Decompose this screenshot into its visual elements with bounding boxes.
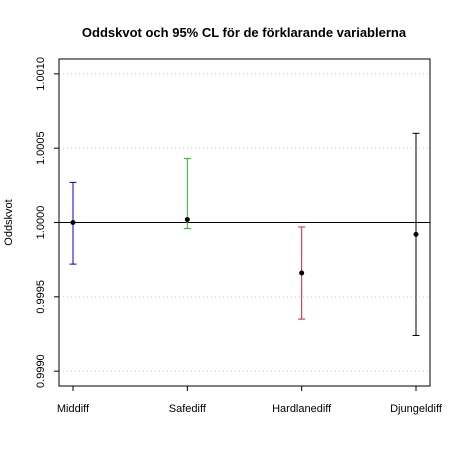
x-axis: Middiff Safediff Hardlanediff Djungeldiff [57,386,443,415]
x-tick-label: Djungeldiff [390,403,443,415]
estimate-point-safediff [184,217,190,223]
y-tick-label: 1.0010 [35,57,47,91]
error-bar-safediff [183,158,191,229]
estimate-point-hardlanediff [299,270,305,276]
y-tick-label: 1.0005 [35,131,47,165]
x-tick-label: Safediff [169,403,207,415]
estimate-point-djungeldiff [413,231,419,237]
estimate-points [70,217,419,276]
y-tick-label: 1.0000 [35,206,47,240]
y-tick-label: 0.9995 [35,280,47,314]
y-axis: 0.9990 0.9995 1.0000 1.0005 1.0010 [35,57,59,388]
chart-title: Oddskvot och 95% CL för de förklarande v… [82,25,407,40]
x-tick-label: Hardlanediff [272,403,332,415]
error-bars [69,132,420,336]
y-axis-label: Oddskvot [3,199,15,245]
x-tick-label: Middiff [57,403,90,415]
y-tick-label: 0.9990 [35,354,47,388]
estimate-point-middiff [70,220,76,225]
